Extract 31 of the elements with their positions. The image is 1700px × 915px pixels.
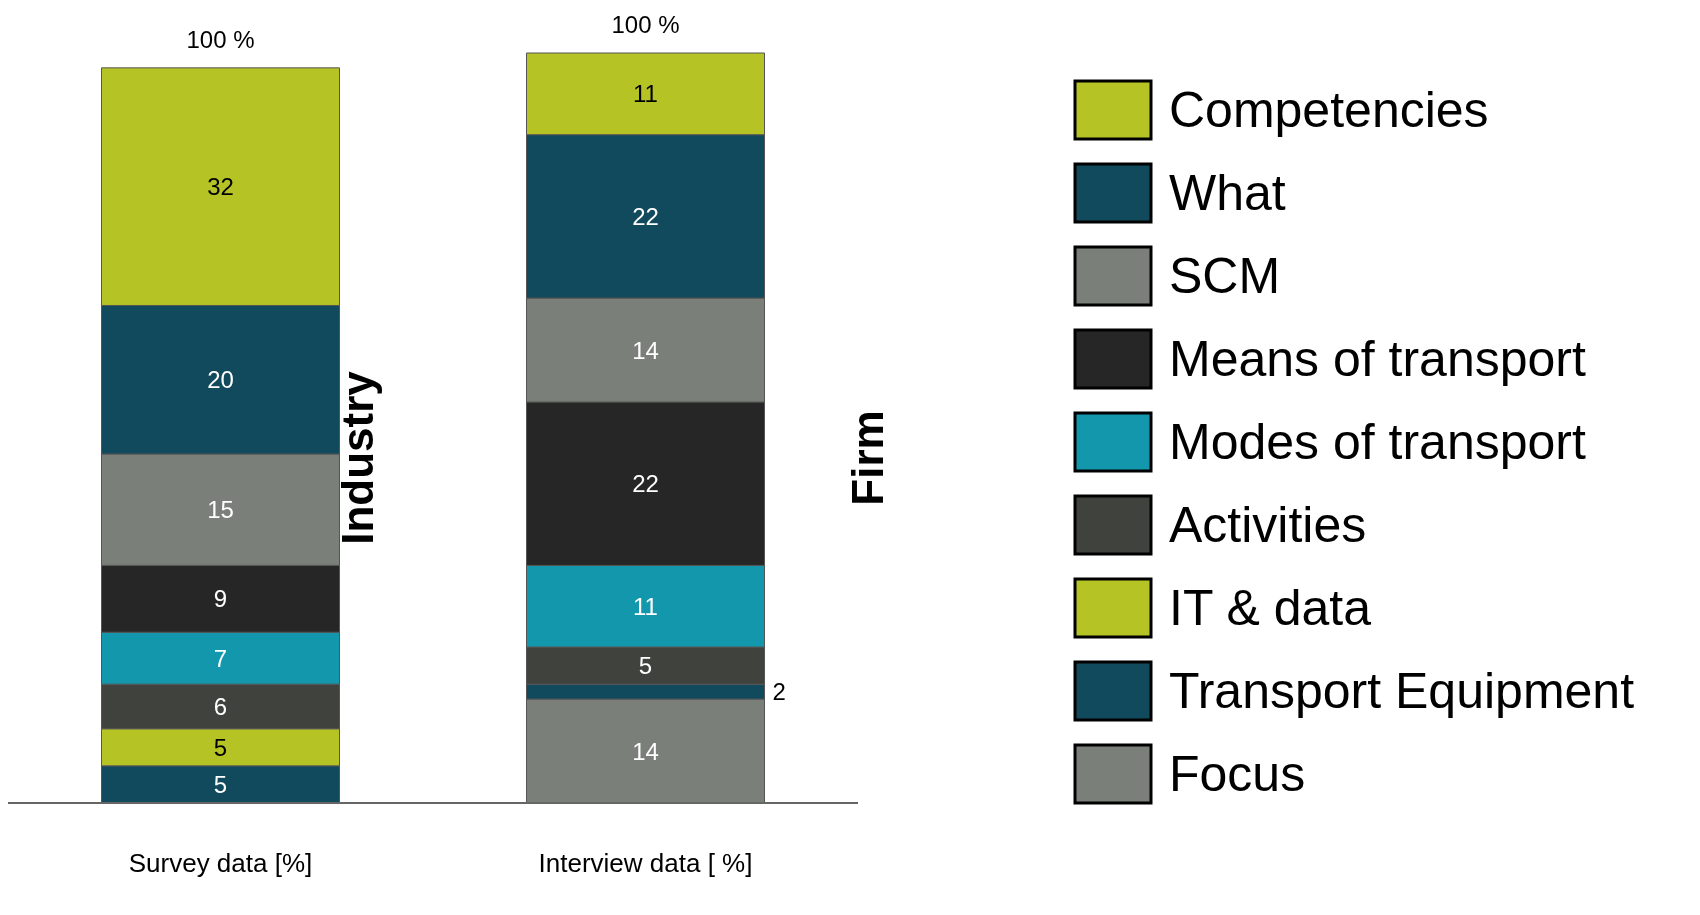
data-label: 5: [638, 652, 653, 680]
data-label: 20: [207, 366, 234, 394]
total-label: 100 %: [611, 11, 680, 38]
data-label: 9: [213, 585, 228, 613]
data-label: 22: [632, 470, 659, 498]
x-tick-label: Interview data [ %]: [538, 848, 753, 879]
legend-label: SCM: [1169, 246, 1281, 305]
data-label: 7: [213, 644, 228, 672]
total-label: 100 %: [186, 25, 255, 53]
data-label: 5: [213, 733, 228, 761]
data-label: 14: [632, 737, 659, 765]
data-label: 22: [632, 202, 659, 230]
data-label: 32: [207, 173, 234, 201]
data-label: 15: [207, 496, 234, 524]
annotation: Firm: [843, 410, 893, 506]
legend-label: Means of transport: [1169, 329, 1586, 388]
legend-label: Competencies: [1169, 80, 1489, 139]
x-tick-label: Survey data [%]: [128, 848, 313, 879]
data-label: 14: [632, 336, 659, 364]
data-label: 2: [772, 678, 786, 706]
annotation: Industry: [333, 371, 383, 545]
data-label: 6: [213, 692, 228, 720]
data-label: 11: [633, 80, 658, 108]
legend-label: Modes of transport: [1169, 412, 1586, 471]
legend-label: Transport Equipment: [1169, 661, 1635, 720]
data-label: 11: [633, 592, 658, 620]
data-label: 5: [213, 770, 228, 798]
legend-label: Activities: [1169, 495, 1367, 554]
legend-label: What: [1169, 163, 1286, 222]
legend-label: Focus: [1169, 744, 1306, 803]
legend-label: IT & data: [1169, 578, 1371, 637]
